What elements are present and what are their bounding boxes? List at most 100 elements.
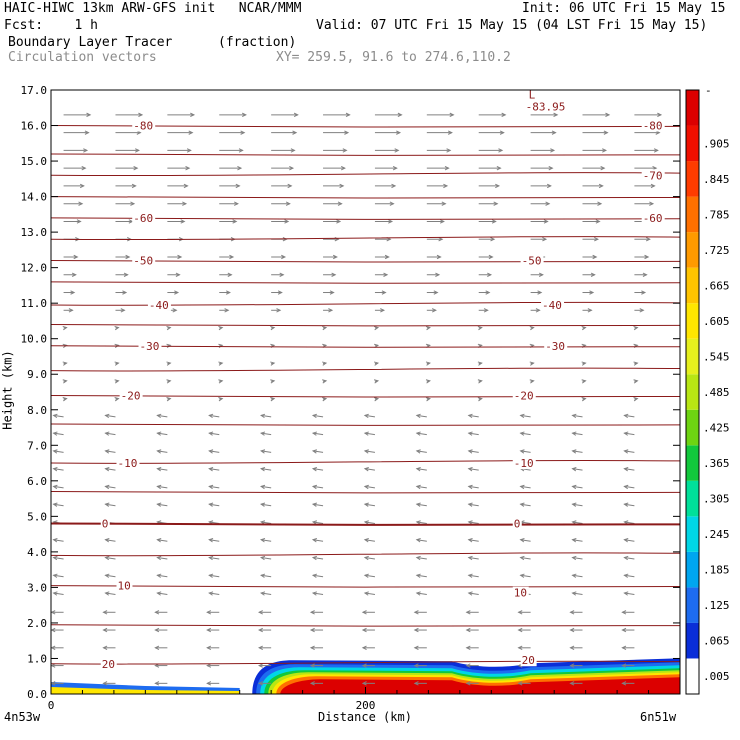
wind-vector-head bbox=[50, 627, 56, 633]
wind-vector-head bbox=[519, 555, 525, 561]
colorbar-segment bbox=[686, 622, 699, 659]
wind-vector-head bbox=[389, 201, 395, 206]
header-valid: Valid: 07 UTC Fri 15 May 15 (04 LST Fri … bbox=[316, 18, 708, 33]
wind-vector-head bbox=[373, 361, 380, 366]
temperature-contour bbox=[50, 459, 681, 464]
wind-vector bbox=[53, 592, 64, 596]
wind-vector-head bbox=[208, 431, 214, 436]
wind-vector-head bbox=[123, 272, 129, 277]
x-axis-label: Distance (km) bbox=[318, 710, 412, 724]
contour-label: -40 bbox=[542, 299, 562, 312]
wind-vector-head bbox=[465, 610, 471, 615]
wind-vector-head bbox=[102, 645, 108, 651]
wind-vector bbox=[105, 556, 116, 560]
wind-vector-head bbox=[182, 201, 188, 206]
colorbar-segment bbox=[686, 516, 699, 552]
wind-vector-head bbox=[581, 361, 587, 366]
wind-vector-head bbox=[309, 610, 315, 615]
wind-vector bbox=[416, 521, 427, 524]
wind-vector-head bbox=[361, 627, 367, 633]
wind-vector-head bbox=[633, 325, 639, 331]
wind-vector-head bbox=[208, 555, 214, 561]
wind-vector-head bbox=[388, 219, 394, 224]
wind-vector-head bbox=[477, 361, 483, 366]
wind-vector bbox=[468, 539, 479, 542]
wind-vector bbox=[53, 414, 64, 418]
wind-vector-head bbox=[208, 449, 214, 454]
contour-label: 10 bbox=[117, 580, 130, 593]
wind-vector-head bbox=[156, 591, 162, 596]
wind-vector-head bbox=[258, 645, 263, 651]
wind-vector bbox=[572, 414, 583, 418]
wind-vector-head bbox=[240, 130, 246, 135]
contour-label-bg bbox=[512, 517, 522, 530]
contour-label-bg bbox=[132, 254, 156, 267]
wind-vector bbox=[105, 414, 116, 418]
wind-vector-head bbox=[218, 325, 224, 331]
wind-vector-head bbox=[542, 237, 548, 242]
axes-layer: 0.0 1.0 2.0 3.0 4.0 5.0 6.0 7.0 8.0 9.0 10.0 11.0 12… bbox=[21, 84, 680, 712]
colorbar-label: .065 bbox=[703, 635, 730, 648]
wind-vector bbox=[157, 539, 168, 542]
x-tick-label: 200 bbox=[356, 699, 376, 712]
wind-vector-head bbox=[102, 627, 108, 633]
wind-vector bbox=[261, 432, 272, 436]
colorbar-segment bbox=[686, 161, 699, 197]
wind-vector-head bbox=[623, 484, 629, 490]
wind-vector bbox=[261, 503, 272, 507]
wind-vector-head bbox=[571, 538, 577, 543]
wind-vector-head bbox=[363, 555, 369, 561]
contour-label-bg bbox=[138, 339, 162, 352]
wind-vector bbox=[312, 503, 324, 507]
contour-label: -30 bbox=[139, 340, 159, 353]
wind-vector-head bbox=[499, 130, 505, 135]
wind-vector-head bbox=[587, 308, 593, 313]
wind-vector-head bbox=[114, 379, 120, 384]
wind-vector-head bbox=[467, 591, 473, 596]
wind-vector bbox=[105, 574, 116, 578]
wind-vector-head bbox=[342, 148, 348, 153]
wind-vector-head bbox=[50, 645, 56, 651]
wind-vector bbox=[157, 503, 168, 507]
wind-vector-head bbox=[260, 555, 266, 561]
wind-vector bbox=[520, 539, 531, 542]
wind-vector-head bbox=[623, 431, 629, 436]
wind-vector-head bbox=[311, 484, 318, 490]
temperature-contour bbox=[50, 323, 681, 327]
wind-vector-head bbox=[156, 573, 162, 578]
contour-layer: 20 20 10 10 0 0 -10 -10 -20 -20 -30 -30 -40 -40 -50 -50… bbox=[50, 88, 681, 671]
wind-vector bbox=[416, 503, 427, 507]
wind-vector-head bbox=[52, 449, 58, 454]
y-tick-label: 3.0 bbox=[27, 581, 47, 594]
wind-vector-head bbox=[415, 449, 421, 454]
wind-vector bbox=[53, 485, 64, 489]
wind-vector bbox=[53, 539, 64, 542]
wind-vector bbox=[312, 414, 324, 418]
wind-vector-head bbox=[623, 413, 629, 419]
wind-vector bbox=[105, 468, 116, 471]
wind-vector-head bbox=[415, 431, 421, 436]
wind-vector-head bbox=[623, 591, 629, 596]
wind-vector-head bbox=[208, 467, 214, 472]
wind-vector bbox=[261, 539, 272, 542]
wind-vector-head bbox=[156, 431, 162, 436]
wind-vector bbox=[624, 503, 635, 507]
wind-vector-head bbox=[493, 201, 499, 206]
wind-vector-head bbox=[363, 449, 369, 454]
wind-vector bbox=[209, 521, 220, 524]
wind-vector-head bbox=[545, 201, 551, 206]
y-tick-label: 13.0 bbox=[21, 226, 48, 239]
wind-vector bbox=[105, 592, 116, 596]
wind-vector bbox=[624, 414, 635, 418]
temperature-contour bbox=[50, 490, 681, 494]
wind-vector-head bbox=[517, 610, 523, 615]
wind-vector bbox=[468, 574, 479, 578]
wind-vector-head bbox=[444, 165, 450, 171]
wind-vector-head bbox=[332, 254, 338, 260]
wind-vector-head bbox=[311, 573, 318, 578]
contour-label-bg bbox=[116, 457, 140, 470]
wind-vector-head bbox=[361, 663, 367, 668]
wind-vector-head bbox=[519, 449, 525, 454]
wind-vector-head bbox=[131, 183, 137, 189]
contour-label: -30 bbox=[545, 340, 565, 353]
